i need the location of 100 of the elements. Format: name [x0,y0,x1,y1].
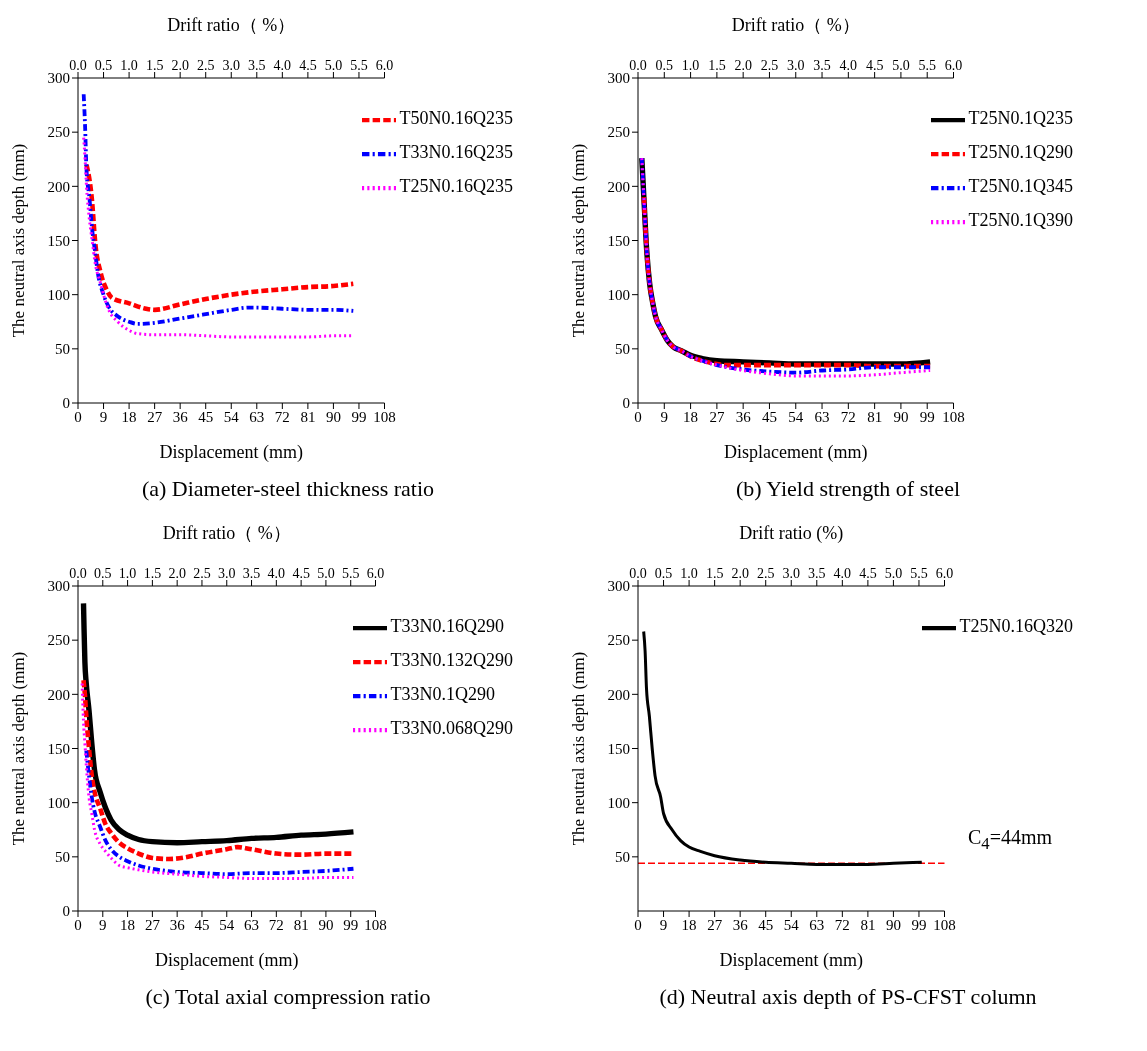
x-tick-label: 0 [74,916,82,933]
y-tick-label: 50 [55,849,70,866]
line-series [642,630,924,866]
x2-tick-label: 3.0 [787,58,805,73]
legend-label: T25N0.1Q345 [968,176,1073,197]
x-tick-label: 99 [911,916,927,933]
x2-tick-label: 4.0 [267,566,286,581]
text: (c) Total axial compression ratio [144,984,432,1010]
x2-tick-label: 0.0 [629,566,647,581]
x-tick-label: 27 [707,916,723,933]
x2-tick-label: 4.0 [833,566,852,581]
x-tick-label: 81 [300,408,316,425]
y-tick-label: 250 [607,632,630,649]
legend-label: T25N0.16Q235 [399,176,513,197]
x2-tick-label: 0.5 [654,566,673,581]
x2-tick-label: 1.0 [680,566,698,581]
x2-tick-label: 0.5 [655,58,674,73]
x-tick-label: 54 [219,916,235,933]
x2-tick-label: 1.5 [145,58,164,73]
x-tick-label: 99 [919,408,935,425]
x2-tick-label: 6.0 [375,58,394,73]
x-tick-label: 90 [325,408,341,425]
x-tick-label: 18 [120,916,136,933]
x2-tick-label: 6.0 [935,566,954,581]
x-axis-title: Displacement (mm) [155,950,299,971]
x-tick-label: 18 [121,408,137,425]
x2-tick-label: 1.0 [681,58,700,73]
x2-tick-label: 5.5 [918,58,936,73]
x2-tick-label: 2.5 [760,58,779,73]
x-axis-title: Displacement (mm) [719,950,863,971]
x-tick-label: 36 [732,916,749,933]
y-tick-label: 300 [47,70,70,87]
legend-label: T25N0.1Q235 [968,108,1073,129]
x-tick-label: 36 [735,408,752,425]
text: (b) Yield strength of steel [735,476,961,502]
x2-tick-label: 4.5 [292,566,310,581]
x2-tick-label: 1.0 [118,566,137,581]
y-tick-label: 250 [47,124,70,141]
x-tick-label: 108 [942,408,965,425]
x-tick-label: 0 [74,408,82,425]
y-tick-label: 0 [622,395,630,412]
x-axis-title: Displacement (mm) [159,442,303,463]
x-tick-label: 45 [198,408,214,425]
x-tick-label: 54 [223,408,240,425]
y-tick-label: 0 [62,395,70,412]
text: (d) Neutral axis depth of PS-CFST column [658,984,1038,1010]
y-tick-label: 100 [47,794,70,811]
x2-tick-label: 3.0 [222,58,240,73]
x-tick-label: 72 [834,916,850,933]
x-tick-label: 9 [659,916,668,933]
y-tick-label: 100 [47,286,70,303]
x2-tick-label: 5.0 [892,58,910,73]
legend-label: T33N0.068Q290 [390,718,513,739]
x-tick-label: 108 [933,916,956,933]
x-tick-label: 0 [634,408,642,425]
x-tick-label: 99 [351,408,367,425]
x2-axis-title: Drift ratio（ %） [167,14,296,35]
x-tick-label: 27 [144,916,161,933]
x-tick-label: 27 [709,408,725,425]
y-tick-label: 300 [607,70,630,87]
x-tick-label: 63 [249,408,265,425]
x2-tick-label: 0.5 [94,566,112,581]
x2-axis-title: Drift ratio（ %） [162,522,291,543]
x-tick-label: 18 [683,408,699,425]
x2-tick-label: 4.5 [299,58,317,73]
x-tick-label: 63 [244,916,260,933]
x2-tick-label: 0.0 [69,58,87,73]
x2-tick-label: 0.0 [629,58,647,73]
y-tick-label: 150 [47,740,70,757]
x-tick-label: 0 [634,916,642,933]
x2-tick-label: 4.0 [273,58,292,73]
x-tick-label: 81 [293,916,309,933]
x-tick-label: 108 [373,408,396,425]
x-tick-label: 81 [860,916,876,933]
x2-tick-label: 1.5 [143,566,162,581]
text: (a) Diameter-steel thickness ratio [140,476,436,502]
x2-tick-label: 2.5 [756,566,775,581]
x2-tick-label: 5.0 [324,58,343,73]
x2-tick-label: 1.5 [705,566,724,581]
x2-tick-label: 3.0 [218,566,236,581]
y-tick-label: 100 [607,794,630,811]
x2-axis-title: Drift ratio（ %） [731,14,860,35]
line-series [641,194,933,369]
x2-tick-label: 0.5 [94,58,113,73]
line-series [81,92,356,326]
line-series [84,748,356,877]
y-tick-label: 100 [607,286,630,303]
x2-tick-label: 2.5 [196,58,215,73]
x-tick-label: 9 [99,408,108,425]
x2-tick-label: 2.0 [731,566,749,581]
x-tick-label: 108 [364,916,387,933]
x-tick-label: 81 [867,408,883,425]
y-tick-label: 50 [55,341,70,358]
x-tick-label: 90 [893,408,909,425]
x2-tick-label: 6.0 [944,58,963,73]
legend-label: T50N0.16Q235 [399,108,513,129]
x2-tick-label: 1.5 [708,58,726,73]
x-tick-label: 72 [268,916,284,933]
y-tick-label: 300 [607,578,630,595]
x2-tick-label: 5.0 [884,566,903,581]
